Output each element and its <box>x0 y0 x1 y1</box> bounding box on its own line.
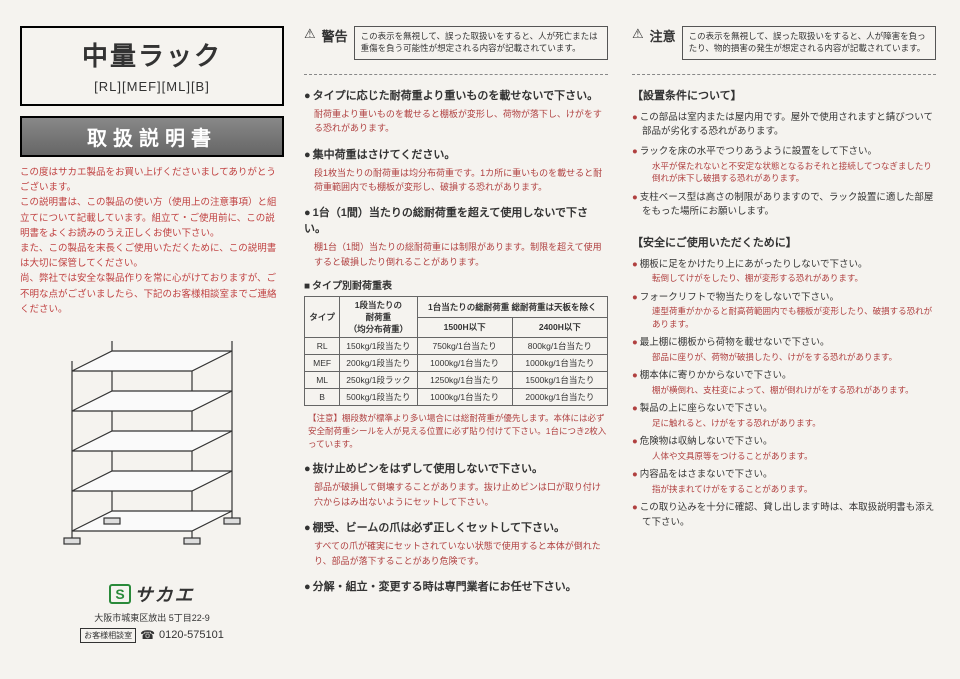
bullet-5: 棚受、ビームの爪は必ず正しくセットして下さい。 <box>304 519 608 535</box>
tel-number: 0120-575101 <box>159 629 224 641</box>
table-cell: 1250kg/1台当たり <box>417 372 512 389</box>
section-install: 【設置条件について】 <box>632 87 936 103</box>
bullet-1: タイプに応じた耐荷重より重いものを載せないで下さい。 <box>304 87 608 103</box>
table-cell: B <box>305 389 340 406</box>
r10: 内容品をはさまないで下さい。指が挟まれてけがをすることがあります。 <box>632 468 936 495</box>
table-cell: 1000kg/1台当たり <box>512 355 607 372</box>
divider <box>304 74 608 75</box>
table-cell: ML <box>305 372 340 389</box>
warning-icon: ⚠ <box>304 26 316 42</box>
r5: フォークリフトで物当たりをしないで下さい。連型荷重がかかると耐高荷範囲内でも棚板… <box>632 291 936 331</box>
table-cell: 250kg/1段ラック <box>340 372 417 389</box>
caution-box: この表示を無視して、誤った取扱いをすると、人が障害を負ったり、物的損害の発生が想… <box>682 26 936 60</box>
load-table: タイプ 1段当たりの 耐荷重 （均分布荷重） 1台当たりの総耐荷重 総耐荷重は天… <box>304 296 608 406</box>
logo-mark: S <box>109 584 130 604</box>
table-cell: MEF <box>305 355 340 372</box>
r7: 棚本体に寄りかからないで下さい。棚が横倒れ、支柱変によって、棚が倒れけがをする恐… <box>632 369 936 396</box>
r6: 最上棚に棚板から荷物を載せないで下さい。部品に座りが、荷物が破損したり、けがをす… <box>632 336 936 363</box>
table-title: タイプ別耐荷重表 <box>304 277 608 292</box>
left-column: 中量ラック [RL][MEF][ML][B] 取扱説明書 この度はサカエ製品をお… <box>12 18 292 661</box>
warning-box: この表示を無視して、誤った取扱いをすると、人が死亡または重傷を負う可能性が想定さ… <box>354 26 608 60</box>
bullet-4: 抜け止めピンをはずして使用しないで下さい。 <box>304 460 608 476</box>
th-1500h: 1500H以下 <box>417 317 512 338</box>
r8: 製品の上に座らないで下さい。足に触れると、けがをする恐れがあります。 <box>632 402 936 429</box>
table-row: RL150kg/1段当たり750kg/1台当たり800kg/1台当たり <box>305 338 608 355</box>
company-address: 大阪市城東区放出 5丁目22-9 <box>20 611 284 624</box>
th-total: 1台当たりの総耐荷重 総耐荷重は天板を除く <box>417 297 607 318</box>
table-row: ML250kg/1段ラック1250kg/1台当たり1500kg/1台当たり <box>305 372 608 389</box>
r2: ラックを床の水平でつりあうように設置をして下さい。水平が保たれないと不安定な状態… <box>632 145 936 185</box>
th-type: タイプ <box>305 297 340 338</box>
bullet-6: 分解・組立・変更する時は専門業者にお任せ下さい。 <box>304 578 608 594</box>
right-column: ⚠ 注意 この表示を無視して、誤った取扱いをすると、人が障害を負ったり、物的損害… <box>620 18 948 661</box>
product-title: 中量ラック <box>26 36 278 73</box>
caution-row: ⚠ 注意 この表示を無視して、誤った取扱いをすると、人が障害を負ったり、物的損害… <box>632 26 936 60</box>
table-cell: 1500kg/1台当たり <box>512 372 607 389</box>
freedial-icon: ☎ <box>140 628 155 642</box>
bullet-3: 1台（1間）当たりの総耐荷重を超えて使用しないで下さい。 <box>304 204 608 236</box>
warning-label: 警告 <box>322 26 348 45</box>
table-cell: 200kg/1段当たり <box>340 355 417 372</box>
table-cell: 1000kg/1台当たり <box>417 389 512 406</box>
logo-name: サカエ <box>135 581 195 607</box>
bullet-3-text: 棚1台（1間）当たりの総耐荷重には制限があります。制限を超えて使用すると破損した… <box>304 240 608 269</box>
table-cell: 500kg/1段当たり <box>340 389 417 406</box>
intro-text: この度はサカエ製品をお買い上げくださいましてありがとうございます。 この説明書は… <box>20 165 284 317</box>
table-row: B500kg/1段当たり1000kg/1台当たり2000kg/1台当たり <box>305 389 608 406</box>
bullet-4-text: 部品が破損して倒壊することがあります。抜け止めピンは口が取り付け穴からはみ出ない… <box>304 480 608 509</box>
title-box: 中量ラック [RL][MEF][ML][B] <box>20 26 284 106</box>
table-row: MEF200kg/1段当たり1000kg/1台当たり1000kg/1台当たり <box>305 355 608 372</box>
manual-banner: 取扱説明書 <box>20 116 284 157</box>
table-cell: 1000kg/1台当たり <box>417 355 512 372</box>
caution-icon: ⚠ <box>632 26 644 42</box>
telephone-row: お客様相談室 ☎ 0120-575101 <box>20 628 284 643</box>
bullet-2-text: 段1枚当たりの耐荷重は均分布荷重です。1カ所に重いものを載せると耐荷重範囲内でも… <box>304 166 608 195</box>
rack-illustration <box>42 331 262 561</box>
caution-label: 注意 <box>650 26 676 45</box>
bullet-5-text: すべての爪が確実にセットされていない状態で使用すると本体が倒れたり、部品が落下す… <box>304 539 608 568</box>
table-note: 【注意】棚段数が標準より多い場合には総耐荷重が優先します。本体には必ず安全耐荷重… <box>304 412 608 450</box>
middle-column: ⚠ 警告 この表示を無視して、誤った取扱いをすると、人が死亡または重傷を負う可能… <box>292 18 620 661</box>
model-codes: [RL][MEF][ML][B] <box>26 79 278 94</box>
th-2400h: 2400H以下 <box>512 317 607 338</box>
r4: 棚板に足をかけたり上にあがったりしないで下さい。転倒してけがをしたり、棚が変形す… <box>632 258 936 285</box>
table-cell: RL <box>305 338 340 355</box>
r3: 支柱ベース型は高さの制限がありますので、ラック設置に適した部屋をもった場所にお願… <box>632 191 936 220</box>
r1: この部品は室内または屋内用です。屋外で使用されますと錆びついて部品が劣化する恐れ… <box>632 111 936 140</box>
section-safety: 【安全にご使用いただくために】 <box>632 234 936 250</box>
r9: 危険物は収納しないで下さい。人体や文具原等をつけることがあります。 <box>632 435 936 462</box>
table-cell: 750kg/1台当たり <box>417 338 512 355</box>
divider <box>632 74 936 75</box>
table-cell: 150kg/1段当たり <box>340 338 417 355</box>
warning-row: ⚠ 警告 この表示を無視して、誤った取扱いをすると、人が死亡または重傷を負う可能… <box>304 26 608 60</box>
table-cell: 2000kg/1台当たり <box>512 389 607 406</box>
bullet-2: 集中荷重はさけてください。 <box>304 146 608 162</box>
tel-label: お客様相談室 <box>80 628 136 643</box>
r11: この取り込みを十分に確認、貸し出します時は、本取扱説明書も添えて下さい。 <box>632 501 936 530</box>
bullet-1-text: 耐荷重より重いものを載せると棚板が変形し、荷物が落下し、けがをする恐れがあります… <box>304 107 608 136</box>
logo-row: S サカエ <box>20 581 284 607</box>
table-cell: 800kg/1台当たり <box>512 338 607 355</box>
th-per-shelf: 1段当たりの 耐荷重 （均分布荷重） <box>340 297 417 338</box>
